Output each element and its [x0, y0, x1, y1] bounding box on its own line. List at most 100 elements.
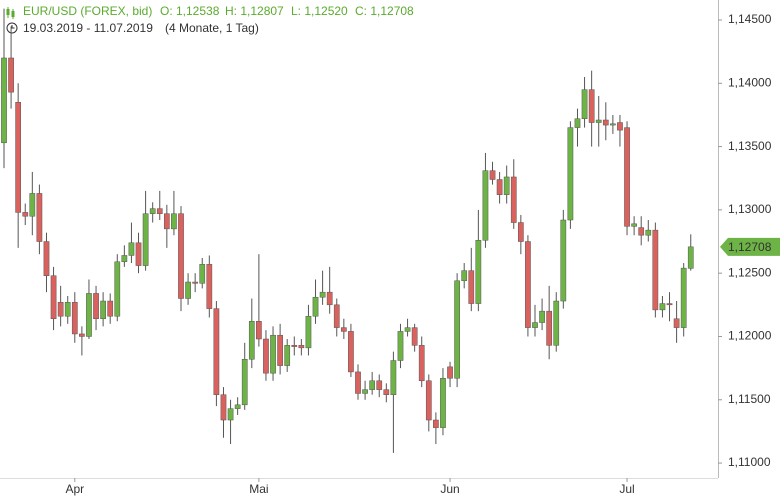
candle-body: [574, 118, 581, 128]
candle-body: [454, 280, 460, 379]
title: EUR/USD (FOREX, bid): [23, 4, 152, 18]
candle-body: [468, 270, 475, 304]
candle-body: [425, 380, 432, 421]
x-tick-label: Jun: [440, 482, 459, 496]
candle-body: [213, 308, 220, 395]
y-tick-label: 1,11000: [728, 455, 771, 469]
candle-body: [192, 281, 199, 284]
candle-body: [284, 345, 291, 366]
candle-body: [43, 241, 50, 276]
candle-body: [610, 123, 616, 126]
candle-body: [86, 293, 92, 337]
candle-body: [433, 419, 439, 428]
candle-body: [411, 327, 418, 346]
candle-body: [312, 296, 319, 317]
candle-body: [475, 240, 482, 304]
y-tick-label: 1,11500: [728, 392, 771, 406]
candle-body: [687, 246, 694, 269]
price-tag-label: 1,12708: [728, 240, 772, 254]
candle-body: [256, 321, 262, 340]
candle-body: [376, 380, 383, 390]
candle-body: [22, 212, 29, 217]
y-tick-label: 1,12000: [728, 329, 772, 343]
candle-body: [291, 345, 298, 347]
ohlc-label: C: 1,12708: [355, 4, 414, 18]
candle-body: [369, 380, 376, 390]
x-tick-label: Apr: [65, 482, 84, 496]
candle-body: [546, 310, 553, 346]
y-tick-label: 1,13000: [728, 202, 772, 216]
candle-body: [234, 404, 241, 409]
x-tick-label: Jul: [619, 482, 634, 496]
candle-body: [383, 389, 390, 395]
ohlc-label: L: 1,12520: [291, 4, 348, 18]
candle-body: [340, 327, 347, 332]
candle-body: [348, 331, 354, 373]
candle-body: [220, 394, 227, 421]
price-tag: [720, 237, 780, 256]
candle-body: [673, 318, 680, 328]
candle-body: [128, 242, 135, 256]
candle-body: [645, 229, 652, 236]
candle-body: [15, 102, 22, 213]
candle-body: [510, 176, 517, 223]
candle-body: [1, 57, 7, 144]
candle-body: [277, 334, 283, 366]
candle-body: [298, 345, 305, 349]
candle-body: [114, 261, 121, 317]
candle-body: [602, 119, 609, 126]
candle-body: [142, 213, 149, 266]
period: (4 Monate, 1 Tag): [165, 21, 259, 35]
candle-body: [319, 291, 326, 298]
candle-body: [121, 255, 128, 263]
candle-body: [532, 322, 538, 328]
ohlc-label: H: 1,12807: [225, 4, 284, 18]
candle-body: [64, 302, 71, 317]
y-tick-label: 1,12500: [728, 265, 772, 279]
candle-body: [355, 371, 361, 394]
candle-body: [178, 213, 184, 299]
candle-body: [617, 122, 623, 131]
candle-body: [588, 89, 595, 123]
candle-body: [489, 170, 496, 180]
candle-body: [71, 302, 78, 335]
candle-body: [638, 227, 645, 236]
candle-body: [185, 281, 191, 299]
candle-body: [36, 193, 43, 242]
candle-body: [29, 193, 36, 217]
candle-body: [206, 264, 213, 309]
candle-body: [397, 331, 404, 361]
candle-body: [440, 377, 446, 428]
candle-body: [248, 321, 255, 360]
candle-body: [199, 264, 206, 284]
candle-body: [560, 219, 567, 302]
candle-body: [553, 300, 560, 346]
candle-body: [624, 127, 630, 227]
ohlc-label: O: 1,12538: [160, 4, 220, 18]
candle-body: [163, 213, 170, 230]
clock-icon: [6, 22, 18, 34]
candle-body: [93, 293, 99, 320]
candle-body: [595, 119, 602, 123]
candle-body: [390, 360, 397, 395]
candle-body: [107, 300, 114, 317]
candle-body: [666, 303, 673, 306]
y-tick-label: 1,14500: [728, 12, 772, 26]
date-range: 19.03.2019 - 11.07.2019: [23, 21, 153, 35]
candle-body: [517, 222, 524, 242]
y-tick-label: 1,13500: [728, 139, 772, 153]
candle-body: [227, 408, 234, 421]
candle-body: [156, 208, 163, 214]
candle-body: [57, 302, 64, 317]
candle-body: [270, 334, 276, 374]
candle-body: [135, 242, 142, 266]
candle-body: [659, 303, 666, 311]
x-tick-label: Mai: [249, 482, 268, 496]
candle-body: [8, 57, 14, 93]
candle-body: [404, 327, 411, 332]
candle-body: [652, 229, 659, 311]
candle-body: [461, 270, 468, 282]
candle-body: [631, 223, 637, 227]
candle-body: [539, 310, 545, 323]
